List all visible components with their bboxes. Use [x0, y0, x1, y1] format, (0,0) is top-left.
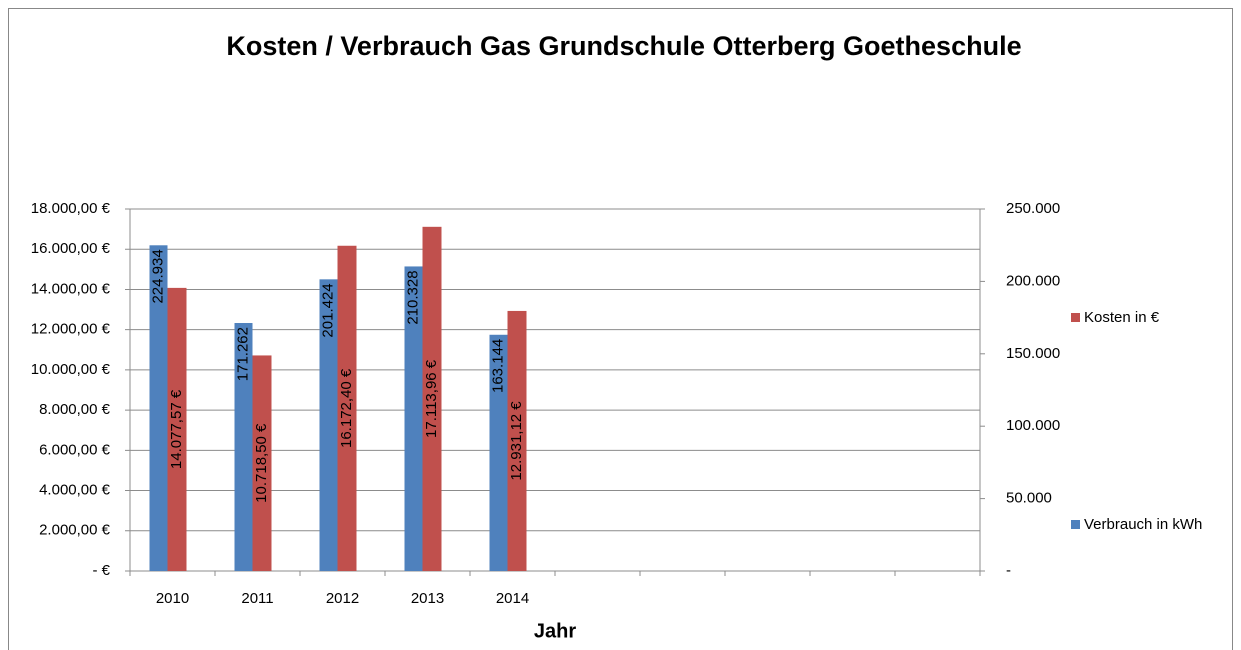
bar [507, 310, 527, 571]
bar [337, 245, 357, 571]
bar [422, 226, 442, 571]
data-label: 12.931,12 € [508, 401, 525, 481]
y-tick-label: 2.000,00 € [39, 522, 111, 539]
bar [252, 355, 272, 571]
y-tick-label: 4.000,00 € [39, 482, 111, 499]
data-label: 14.077,57 € [168, 389, 185, 469]
y2-tick-label: 50.000 [1006, 490, 1052, 507]
x-tick-label: 2014 [496, 590, 529, 607]
bar [404, 266, 423, 571]
y-tick-label: 6.000,00 € [39, 441, 111, 458]
legend-label: Verbrauch in kWh [1084, 516, 1202, 533]
bar [489, 334, 508, 571]
y-tick-label: 16.000,00 € [31, 240, 111, 257]
x-tick-label: 2011 [241, 590, 273, 607]
bar [319, 279, 338, 571]
bar [167, 287, 187, 571]
y2-tick-label: 200.000 [1006, 272, 1060, 289]
y2-tick-label: - [1006, 562, 1011, 579]
data-label: 17.113,96 € [423, 359, 440, 438]
data-label: 171.262 [234, 327, 251, 381]
x-tick-label: 2012 [326, 590, 359, 607]
legend-swatch [1071, 520, 1080, 529]
data-label: 210.328 [404, 270, 421, 324]
x-axis-title: Jahr [534, 620, 576, 642]
legend-swatch [1071, 313, 1080, 322]
legend-label: Kosten in € [1084, 309, 1160, 326]
chart-title: Kosten / Verbrauch Gas Grundschule Otter… [226, 31, 1021, 61]
y-tick-label: 8.000,00 € [39, 401, 111, 418]
y-tick-label: - € [92, 562, 110, 579]
x-tick-label: 2013 [411, 590, 444, 607]
y2-tick-label: 100.000 [1006, 417, 1060, 434]
data-label: 163.144 [489, 339, 506, 393]
data-label: 224.934 [149, 249, 166, 303]
bar [149, 245, 168, 571]
data-label: 201.424 [319, 283, 336, 337]
y-tick-label: 18.000,00 € [31, 200, 111, 217]
x-tick-label: 2010 [156, 590, 189, 607]
y-tick-label: 10.000,00 € [31, 361, 111, 378]
y-tick-label: 12.000,00 € [31, 321, 111, 338]
y-tick-label: 14.000,00 € [31, 280, 111, 297]
data-label: 10.718,50 € [253, 423, 270, 503]
bar [234, 323, 253, 571]
y2-tick-label: 250.000 [1006, 200, 1060, 217]
y2-tick-label: 150.000 [1006, 345, 1060, 362]
data-label: 16.172,40 € [338, 368, 355, 448]
